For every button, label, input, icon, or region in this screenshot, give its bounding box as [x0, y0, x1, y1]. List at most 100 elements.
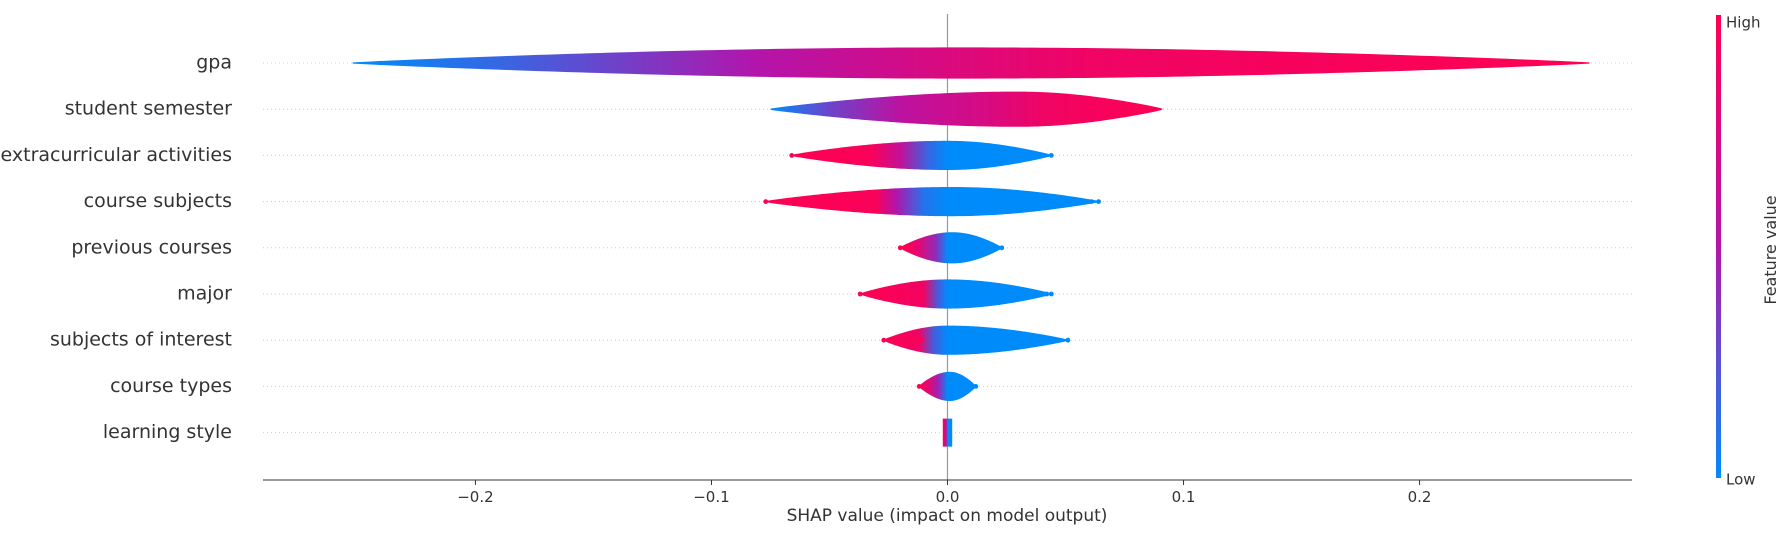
point-major-0 [857, 291, 863, 297]
point-extracurricular-activities-0 [789, 153, 795, 158]
point-subjects-of-interest-1 [904, 337, 910, 343]
violin-course-subjects [765, 187, 1099, 217]
point-course-subjects-8 [850, 199, 856, 205]
point-course-subjects-15 [1041, 199, 1047, 205]
point-extracurricular-activities-12 [1022, 153, 1028, 158]
x-axis: −0.2 −0.1 0.0 0.1 0.2 [263, 479, 1632, 506]
point-major-2 [874, 291, 880, 297]
point-course-types-1 [968, 384, 974, 389]
point-subjects-of-interest-9 [999, 337, 1005, 343]
point-extracurricular-activities-15 [1039, 153, 1045, 158]
feature-label-extracurricular-activities: extracurricular activities [1, 144, 232, 166]
point-major-4 [888, 291, 894, 297]
point-extracurricular-activities-13 [1027, 153, 1033, 158]
point-extracurricular-activities-2 [815, 153, 821, 158]
point-extracurricular-activities-1 [810, 153, 816, 158]
colorbar-title: Feature value [1761, 195, 1780, 304]
point-previous-courses-2 [909, 245, 915, 251]
point-course-subjects-12 [1018, 199, 1024, 205]
point-course-subjects-2 [812, 199, 818, 205]
point-subjects-of-interest-6 [982, 337, 988, 343]
violin-subjects-of-interest [883, 325, 1068, 355]
point-course-subjects-7 [845, 199, 851, 205]
point-subjects-of-interest-11 [1065, 337, 1071, 343]
point-course-subjects-16 [1089, 199, 1094, 205]
point-previous-courses-3 [982, 245, 988, 251]
feature-label-subjects-of-interest: subjects of interest [50, 329, 232, 351]
feature-label-gpa: gpa [196, 52, 232, 74]
x-tick-label-4: 0.2 [1408, 488, 1432, 506]
point-extracurricular-activities-9 [860, 153, 865, 158]
point-subjects-of-interest-4 [919, 337, 924, 343]
point-subjects-of-interest-10 [1030, 337, 1035, 343]
point-major-14 [1015, 291, 1021, 297]
point-extracurricular-activities-5 [838, 153, 844, 158]
colorbar: High Low Feature value [1716, 14, 1780, 489]
colorbar-gradient [1716, 15, 1721, 478]
point-subjects-of-interest-8 [992, 337, 998, 343]
x-tick-label-0: −0.2 [457, 488, 493, 506]
point-previous-courses-4 [987, 245, 993, 251]
point-extracurricular-activities-11 [1018, 153, 1024, 158]
point-extracurricular-activities-4 [831, 153, 837, 158]
point-course-subjects-10 [864, 199, 870, 205]
point-major-6 [902, 291, 908, 297]
point-extracurricular-activities-14 [1034, 153, 1040, 158]
point-major-13 [1011, 291, 1016, 297]
feature-labels: gpa student semester extracurricular activ… [1, 52, 233, 444]
violin-course-types [919, 371, 976, 401]
x-tick-label-3: 0.1 [1172, 488, 1196, 506]
point-major-5 [895, 291, 901, 297]
colorbar-high-label: High [1726, 14, 1760, 32]
point-previous-courses-0 [897, 245, 903, 251]
point-subjects-of-interest-0 [881, 337, 887, 343]
point-extracurricular-activities-10 [864, 153, 870, 158]
point-extracurricular-activities-6 [845, 153, 851, 158]
point-course-subjects-1 [805, 199, 811, 205]
feature-label-course-types: course types [110, 375, 232, 397]
point-major-10 [989, 291, 995, 297]
x-axis-title: SHAP value (impact on model output) [787, 506, 1108, 526]
point-major-16 [1048, 291, 1054, 297]
feature-label-previous-courses: previous courses [71, 236, 232, 258]
point-extracurricular-activities-16 [1048, 153, 1054, 158]
point-subjects-of-interest-3 [914, 337, 920, 343]
point-previous-courses-1 [904, 245, 910, 251]
point-major-7 [909, 291, 915, 297]
violin-gpa [352, 47, 1590, 79]
point-previous-courses-5 [994, 245, 1000, 251]
x-tick-label-1: −0.1 [693, 488, 729, 506]
point-course-types-0 [916, 384, 922, 389]
point-major-12 [1004, 291, 1009, 297]
point-subjects-of-interest-7 [987, 337, 993, 343]
point-course-types-2 [973, 384, 979, 389]
violin-extracurricular-activities [791, 140, 1052, 170]
feature-label-course-subjects: course subjects [84, 190, 232, 212]
violin-major [860, 279, 1052, 309]
point-extracurricular-activities-3 [827, 153, 832, 158]
point-major-11 [997, 291, 1002, 297]
feature-label-learning-style: learning style [103, 421, 232, 443]
point-course-subjects-17 [1096, 199, 1101, 205]
point-course-subjects-9 [857, 199, 863, 205]
point-major-9 [982, 291, 988, 297]
point-major-15 [1044, 291, 1050, 297]
point-course-subjects-5 [834, 199, 839, 205]
point-subjects-of-interest-2 [909, 337, 915, 343]
point-subjects-of-interest-5 [978, 337, 983, 343]
point-course-subjects-13 [1025, 199, 1031, 205]
point-major-3 [881, 291, 887, 297]
violin-learning-style [942, 418, 953, 447]
point-extracurricular-activities-7 [850, 153, 856, 158]
point-previous-courses-6 [999, 245, 1005, 251]
feature-label-student-semester: student semester [65, 98, 232, 120]
colorbar-low-label: Low [1726, 471, 1756, 489]
outlier-points [763, 153, 1101, 389]
point-course-subjects-0 [763, 199, 769, 205]
point-major-8 [916, 291, 922, 297]
point-major-1 [864, 291, 870, 297]
point-extracurricular-activities-8 [855, 153, 861, 158]
feature-label-major: major [177, 283, 232, 305]
